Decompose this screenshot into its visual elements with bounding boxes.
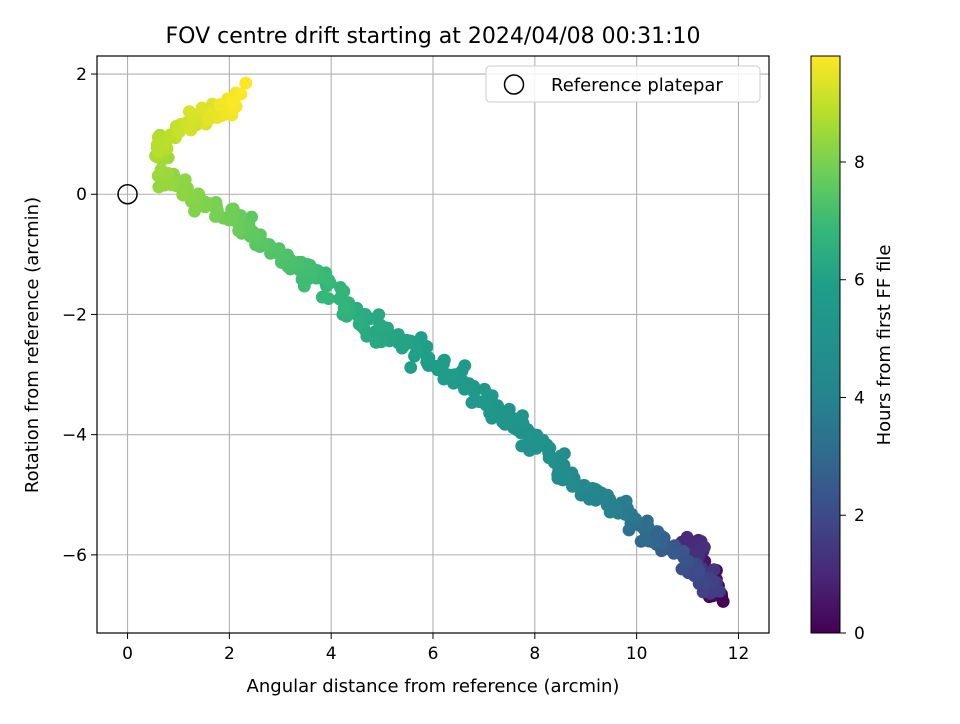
x-tick-label: 12 bbox=[728, 644, 750, 664]
colorbar-tick-label: 8 bbox=[854, 153, 865, 173]
colorbar-tick-label: 4 bbox=[854, 388, 865, 408]
scatter-point bbox=[481, 388, 495, 402]
x-tick-label: 4 bbox=[326, 644, 337, 664]
y-tick-label: −2 bbox=[62, 305, 87, 325]
y-tick-label: 2 bbox=[76, 65, 87, 85]
scatter-point bbox=[157, 178, 171, 192]
scatter-point bbox=[404, 361, 418, 374]
colorbar-tick-label: 0 bbox=[854, 624, 865, 644]
scatter-point bbox=[184, 123, 198, 137]
legend-box bbox=[485, 65, 761, 103]
legend-marker-icon bbox=[503, 74, 525, 95]
x-tick-label: 6 bbox=[428, 644, 439, 664]
scatter-point bbox=[182, 105, 196, 118]
scatter-point bbox=[369, 336, 383, 349]
scatter-point bbox=[542, 451, 556, 465]
scatter-point bbox=[232, 224, 246, 238]
scatter-point bbox=[692, 564, 706, 578]
x-tick-label: 10 bbox=[626, 644, 648, 664]
scatter-point bbox=[680, 530, 694, 544]
reference-platepar-marker bbox=[117, 183, 138, 205]
scatter-point bbox=[248, 229, 262, 243]
scatter-point bbox=[239, 76, 253, 90]
scatter-point bbox=[234, 87, 248, 101]
x-tick-label: 2 bbox=[224, 644, 235, 664]
scatter-point bbox=[213, 98, 227, 111]
scatter-point bbox=[521, 430, 535, 444]
scatter-point bbox=[315, 290, 329, 304]
y-axis-ticks: −6 −4 −2 0 2 bbox=[62, 65, 97, 566]
colorbar bbox=[810, 55, 841, 634]
scatter-point bbox=[667, 546, 681, 560]
colorbar-tick-label: 6 bbox=[854, 271, 865, 291]
x-axis-ticks: 0 2 4 6 8 10 12 bbox=[122, 633, 749, 664]
scatter-point bbox=[515, 439, 529, 453]
legend: Reference platepar bbox=[485, 65, 761, 103]
y-tick-label: 0 bbox=[76, 185, 87, 205]
grid-lines bbox=[97, 56, 769, 633]
x-tick-label: 8 bbox=[529, 644, 540, 664]
scatter-point bbox=[373, 318, 387, 332]
scatter-point bbox=[338, 302, 352, 316]
scatter-point bbox=[554, 449, 567, 463]
scatter-point bbox=[458, 359, 472, 373]
scatter-point bbox=[479, 398, 493, 412]
scatter-point bbox=[152, 145, 166, 159]
x-axis-label: Angular distance from reference (arcmin) bbox=[247, 676, 620, 697]
scatter-point bbox=[154, 163, 168, 176]
scatter-point bbox=[420, 350, 434, 364]
y-tick-label: −4 bbox=[62, 426, 87, 446]
scatter-point bbox=[437, 372, 451, 386]
scatter-point bbox=[224, 95, 238, 109]
x-tick-label: 0 bbox=[122, 644, 133, 664]
scatter-point bbox=[641, 519, 655, 533]
scatter-point bbox=[498, 418, 512, 431]
colorbar-tick-label: 2 bbox=[854, 506, 865, 526]
scatter-point bbox=[651, 525, 665, 538]
scatter-point bbox=[177, 188, 191, 202]
scatter-point bbox=[600, 498, 614, 512]
y-axis-label: Rotation from reference (arcmin) bbox=[22, 197, 43, 493]
colorbar-label: Hours from first FF file bbox=[874, 245, 895, 446]
scatter-points bbox=[149, 76, 730, 608]
scatter-point bbox=[172, 125, 186, 139]
colorbar-ticks: 0 2 4 6 8 bbox=[840, 153, 865, 644]
y-tick-label: −6 bbox=[62, 546, 87, 566]
scatter-point bbox=[178, 173, 192, 187]
legend-entry-reference-platepar: Reference platepar bbox=[551, 75, 723, 96]
scatter-point bbox=[335, 285, 349, 299]
chart-title: FOV centre drift starting at 2024/04/08 … bbox=[166, 24, 701, 49]
